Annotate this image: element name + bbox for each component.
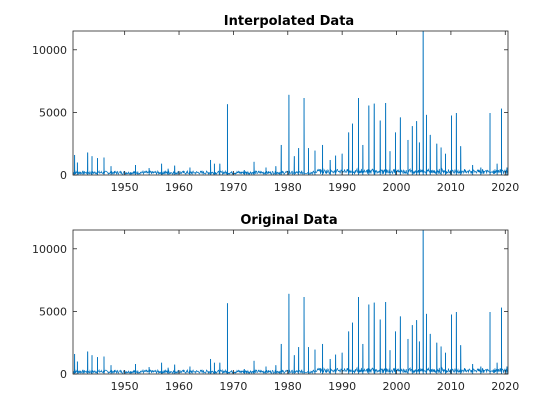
- interpolated-data-x-ticks: 1950 1960 1970 1980 1990 2000 2010 2020: [111, 31, 519, 194]
- original-data-axes-box: [72, 229, 509, 375]
- interpolated-data-axes: Interpolated Data 1950 1960 1970 1980 1990 20…: [32, 14, 519, 194]
- original-data-x-tick-label: 2000: [383, 380, 411, 393]
- original-data-axes: Original Data 1950 1960 1970 1980 1990 2000 20…: [32, 213, 519, 393]
- original-data-series-line: [73, 230, 508, 374]
- original-data-title: Original Data: [240, 213, 337, 228]
- original-data-x-tick-label: 1960: [165, 380, 193, 393]
- original-data-x-tick-label: 1970: [219, 380, 247, 393]
- interpolated-data-y-ticks: 0 5000 10000: [32, 44, 508, 182]
- original-data-y-tick-label: 0: [60, 368, 67, 381]
- interpolated-data-x-tick-label: 1980: [274, 181, 302, 194]
- interpolated-data-x-tick-label: 2020: [491, 181, 519, 194]
- interpolated-data-y-tick-label: 0: [60, 169, 67, 182]
- original-data-x-tick-label: 1990: [328, 380, 356, 393]
- original-data-y-ticks: 0 5000 10000: [32, 243, 508, 381]
- interpolated-data-title: Interpolated Data: [224, 14, 354, 29]
- interpolated-data-x-tick-label: 2000: [383, 181, 411, 194]
- original-data-x-ticks: 1950 1960 1970 1980 1990 2000 2010 2020: [111, 230, 519, 393]
- original-data-x-tick-label: 1950: [111, 380, 139, 393]
- interpolated-data-x-tick-label: 2010: [437, 181, 465, 194]
- interpolated-data-x-tick-label: 1990: [328, 181, 356, 194]
- interpolated-data-y-tick-label: 10000: [32, 44, 67, 57]
- interpolated-data-x-tick-label: 1950: [111, 181, 139, 194]
- original-data-x-tick-label: 2010: [437, 380, 465, 393]
- interpolated-data-axes-box: [72, 30, 509, 176]
- original-data-y-tick-label: 5000: [39, 305, 67, 318]
- interpolated-data-x-tick-label: 1960: [165, 181, 193, 194]
- original-data-y-tick-label: 10000: [32, 243, 67, 256]
- interpolated-data-x-tick-label: 1970: [219, 181, 247, 194]
- original-data-x-tick-label: 2020: [491, 380, 519, 393]
- original-data-x-tick-label: 1980: [274, 380, 302, 393]
- interpolated-data-series-line: [73, 31, 508, 175]
- interpolated-data-y-tick-label: 5000: [39, 106, 67, 119]
